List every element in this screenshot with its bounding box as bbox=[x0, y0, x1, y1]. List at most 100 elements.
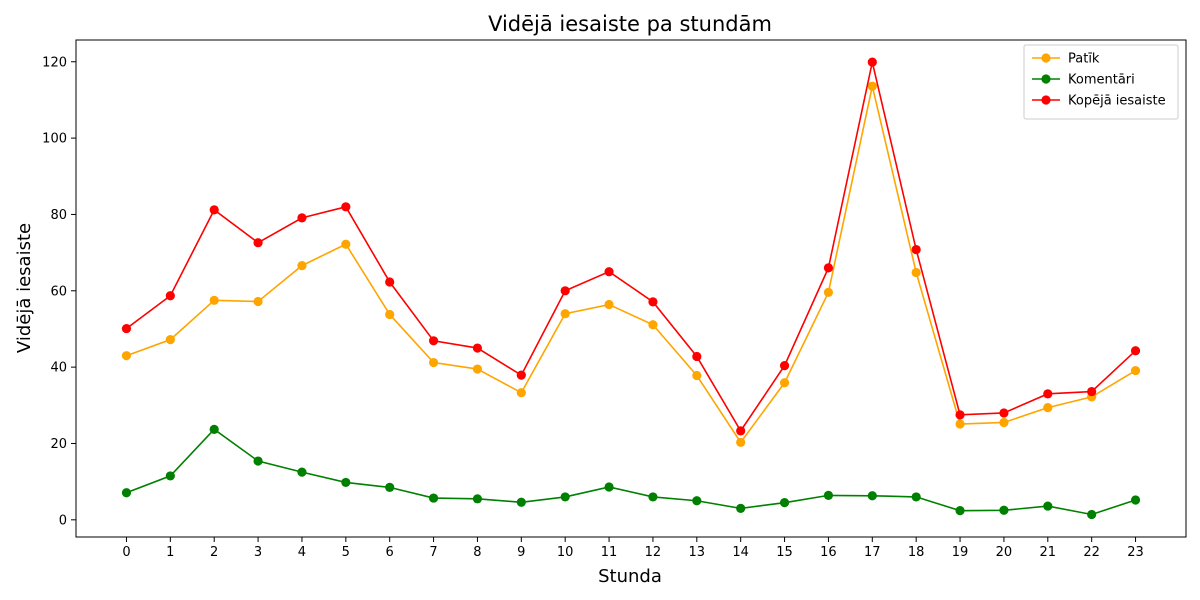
data-point bbox=[297, 213, 307, 223]
data-point bbox=[297, 260, 307, 271]
y-axis: 0 20 40 60 80 100 120 bbox=[42, 55, 76, 528]
x-tick-label: 11 bbox=[601, 545, 618, 560]
data-point bbox=[999, 505, 1009, 515]
data-point bbox=[1087, 386, 1097, 397]
data-point bbox=[1130, 365, 1141, 376]
data-point bbox=[297, 467, 307, 477]
legend-label: Komentāri bbox=[1068, 73, 1135, 88]
data-point bbox=[385, 482, 395, 492]
data-point bbox=[516, 370, 526, 380]
legend-swatch-marker bbox=[1041, 95, 1051, 105]
data-point bbox=[999, 408, 1009, 418]
x-tick-label: 20 bbox=[996, 545, 1013, 560]
x-tick-label: 15 bbox=[776, 545, 793, 560]
data-point bbox=[209, 295, 219, 305]
data-point bbox=[692, 351, 702, 362]
data-point bbox=[604, 482, 614, 492]
data-point bbox=[560, 309, 570, 319]
data-point bbox=[1087, 509, 1097, 520]
data-point bbox=[253, 456, 263, 466]
data-point bbox=[648, 297, 658, 307]
legend: Patīk Komentāri Kopējā iesaiste bbox=[1023, 44, 1179, 120]
data-point bbox=[385, 277, 395, 287]
data-point bbox=[1130, 346, 1141, 356]
x-tick-label: 8 bbox=[473, 545, 481, 560]
data-point bbox=[779, 498, 790, 508]
data-point bbox=[472, 494, 483, 504]
data-point bbox=[1043, 501, 1053, 511]
data-point bbox=[560, 492, 570, 502]
x-tick-label: 16 bbox=[820, 545, 837, 560]
data-point bbox=[385, 309, 395, 320]
x-tick-label: 21 bbox=[1040, 545, 1057, 560]
y-tick-label: 0 bbox=[59, 513, 67, 528]
legend-swatch-marker bbox=[1041, 74, 1051, 84]
data-point bbox=[428, 336, 439, 346]
data-point bbox=[121, 323, 132, 334]
data-point bbox=[472, 364, 483, 374]
x-tick-label: 3 bbox=[254, 545, 262, 560]
x-tick-label: 12 bbox=[645, 545, 662, 560]
data-point bbox=[1130, 495, 1141, 505]
data-point bbox=[560, 286, 570, 296]
data-point bbox=[692, 496, 702, 506]
y-tick-label: 60 bbox=[50, 284, 67, 299]
data-point bbox=[516, 497, 526, 507]
data-point bbox=[648, 492, 658, 502]
series-1 bbox=[121, 81, 1141, 447]
x-tick-label: 0 bbox=[122, 545, 130, 560]
x-tick-label: 18 bbox=[908, 545, 925, 560]
data-point bbox=[911, 267, 921, 278]
x-axis-label: Stunda bbox=[598, 566, 662, 587]
data-point bbox=[209, 424, 219, 434]
y-tick-label: 20 bbox=[50, 437, 67, 452]
x-tick-label: 22 bbox=[1083, 545, 1100, 560]
x-tick-label: 7 bbox=[429, 545, 437, 560]
data-point bbox=[999, 417, 1009, 428]
data-point bbox=[165, 291, 175, 301]
x-tick-label: 10 bbox=[557, 545, 574, 560]
legend-label: Kopējā iesaiste bbox=[1068, 94, 1166, 109]
data-point bbox=[253, 238, 263, 248]
data-point bbox=[736, 437, 746, 447]
data-point bbox=[823, 490, 834, 500]
data-point bbox=[692, 370, 702, 381]
data-point bbox=[779, 378, 790, 388]
y-tick-label: 120 bbox=[42, 55, 67, 70]
x-axis: 0 1 2 3 4 5 6 7 8 9 10 11 12 13 14 15 16 17 18 19 20 21 22 23 bbox=[122, 537, 1144, 560]
data-point bbox=[253, 296, 263, 307]
data-point bbox=[648, 320, 658, 330]
x-tick-label: 17 bbox=[864, 545, 881, 560]
data-point bbox=[1043, 402, 1053, 413]
data-point bbox=[867, 81, 877, 91]
data-point bbox=[911, 244, 921, 255]
data-point bbox=[823, 263, 834, 273]
data-point bbox=[867, 57, 877, 67]
data-point bbox=[341, 202, 351, 212]
data-point bbox=[341, 239, 351, 249]
data-point bbox=[165, 471, 175, 481]
x-tick-label: 2 bbox=[210, 545, 218, 560]
series-3 bbox=[121, 57, 1141, 436]
series-layer bbox=[121, 57, 1141, 520]
data-point bbox=[209, 205, 219, 215]
legend-label: Patīk bbox=[1068, 52, 1100, 67]
series-line bbox=[126, 86, 1136, 444]
data-point bbox=[823, 287, 834, 297]
x-tick-label: 1 bbox=[166, 545, 174, 560]
data-point bbox=[121, 351, 132, 361]
data-point bbox=[955, 506, 965, 516]
x-tick-label: 23 bbox=[1127, 545, 1144, 560]
data-point bbox=[867, 491, 877, 501]
data-point bbox=[604, 299, 614, 310]
data-point bbox=[604, 267, 614, 277]
data-point bbox=[472, 343, 483, 353]
x-tick-label: 6 bbox=[386, 545, 394, 560]
data-point bbox=[779, 361, 790, 371]
data-point bbox=[736, 503, 746, 513]
legend-box bbox=[1023, 44, 1179, 120]
y-tick-label: 100 bbox=[42, 132, 67, 147]
data-point bbox=[428, 493, 439, 503]
data-point bbox=[955, 410, 965, 420]
